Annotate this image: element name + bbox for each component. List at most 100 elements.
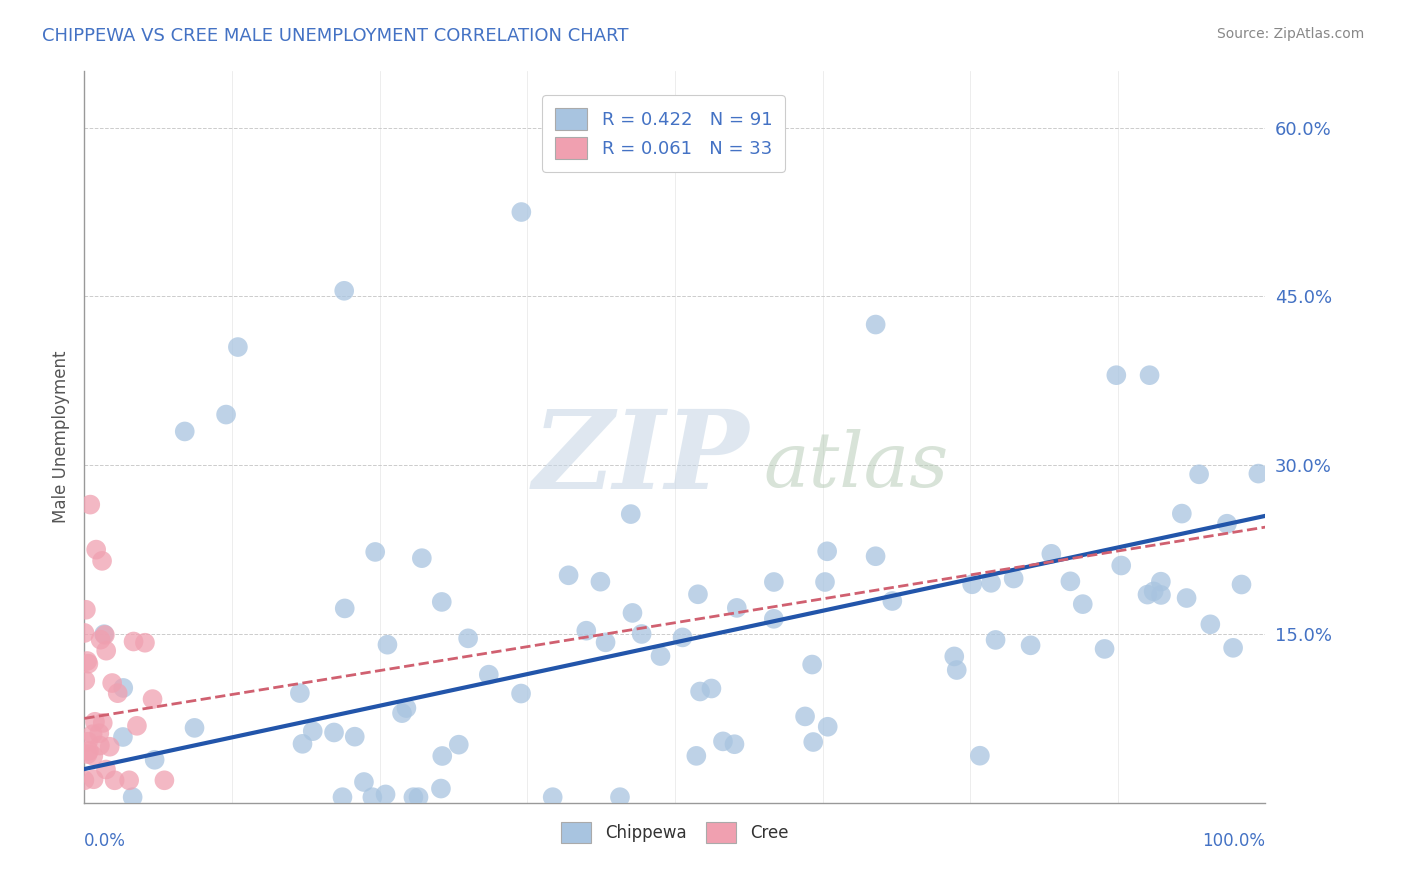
Point [77, 657, 100, 671]
Point [1216, 516, 1239, 531]
Point [411, 551, 433, 566]
Text: ZIP: ZIP [533, 405, 749, 513]
Point [333, 284, 356, 298]
Point [969, 748, 991, 763]
Point [865, 549, 887, 564]
Point [353, 775, 375, 789]
Point [1222, 640, 1244, 655]
Point [288, 686, 311, 700]
Point [589, 574, 612, 589]
Point [882, 594, 904, 608]
Point [430, 595, 453, 609]
Point [76, 747, 98, 761]
Point [101, 676, 124, 690]
Point [762, 612, 785, 626]
Point [1143, 584, 1166, 599]
Point [621, 606, 644, 620]
Point [82, 748, 104, 763]
Point [111, 730, 134, 744]
Point [343, 730, 366, 744]
Point [215, 408, 238, 422]
Point [711, 734, 734, 748]
Point [650, 649, 672, 664]
Point [1171, 507, 1194, 521]
Point [91, 554, 114, 568]
Point [84, 542, 107, 557]
Point [361, 790, 384, 805]
Point [408, 790, 430, 805]
Point [77, 744, 100, 758]
Point [725, 600, 748, 615]
Point [323, 725, 346, 739]
Text: 0.0%: 0.0% [84, 832, 127, 850]
Point [125, 719, 148, 733]
Point [374, 788, 396, 802]
Point [865, 318, 887, 332]
Text: Source: ZipAtlas.com: Source: ZipAtlas.com [1216, 27, 1364, 41]
Point [447, 738, 470, 752]
Point [183, 721, 205, 735]
Point [1059, 574, 1081, 589]
Point [1094, 641, 1116, 656]
Point [77, 735, 100, 749]
Y-axis label: Male Unemployment: Male Unemployment [52, 351, 70, 524]
Point [541, 790, 564, 805]
Point [84, 714, 107, 729]
Point [82, 727, 104, 741]
Point [98, 739, 121, 754]
Point [1136, 588, 1159, 602]
Point [226, 340, 249, 354]
Point [685, 748, 707, 763]
Point [118, 773, 141, 788]
Point [301, 724, 323, 739]
Point [143, 753, 166, 767]
Point [817, 720, 839, 734]
Point [595, 635, 617, 649]
Point [76, 654, 98, 668]
Point [79, 498, 101, 512]
Point [984, 632, 1007, 647]
Point [814, 574, 837, 589]
Point [94, 628, 117, 642]
Point [1002, 572, 1025, 586]
Point [134, 636, 156, 650]
Point [141, 692, 163, 706]
Point [91, 715, 114, 730]
Point [430, 781, 453, 796]
Point [794, 709, 817, 723]
Point [630, 627, 652, 641]
Point [94, 763, 117, 777]
Point [510, 687, 533, 701]
Point [121, 790, 143, 805]
Point [73, 773, 96, 788]
Point [391, 706, 413, 720]
Point [93, 627, 115, 641]
Point [457, 632, 479, 646]
Point [1071, 597, 1094, 611]
Point [1109, 558, 1132, 573]
Point [801, 657, 824, 672]
Point [432, 749, 454, 764]
Point [689, 684, 711, 698]
Point [1199, 617, 1222, 632]
Point [377, 638, 399, 652]
Point [1150, 574, 1173, 589]
Point [173, 425, 195, 439]
Point [112, 681, 135, 695]
Point [762, 574, 785, 589]
Point [671, 631, 693, 645]
Point [1139, 368, 1161, 383]
Point [75, 673, 97, 688]
Point [291, 737, 314, 751]
Point [945, 663, 967, 677]
Point [1188, 467, 1211, 482]
Point [1019, 638, 1042, 652]
Point [75, 603, 97, 617]
Point [364, 545, 387, 559]
Point [620, 507, 643, 521]
Point [153, 773, 176, 788]
Point [815, 544, 838, 558]
Point [1230, 577, 1253, 591]
Point [510, 205, 533, 219]
Text: 100.0%: 100.0% [1202, 832, 1265, 850]
